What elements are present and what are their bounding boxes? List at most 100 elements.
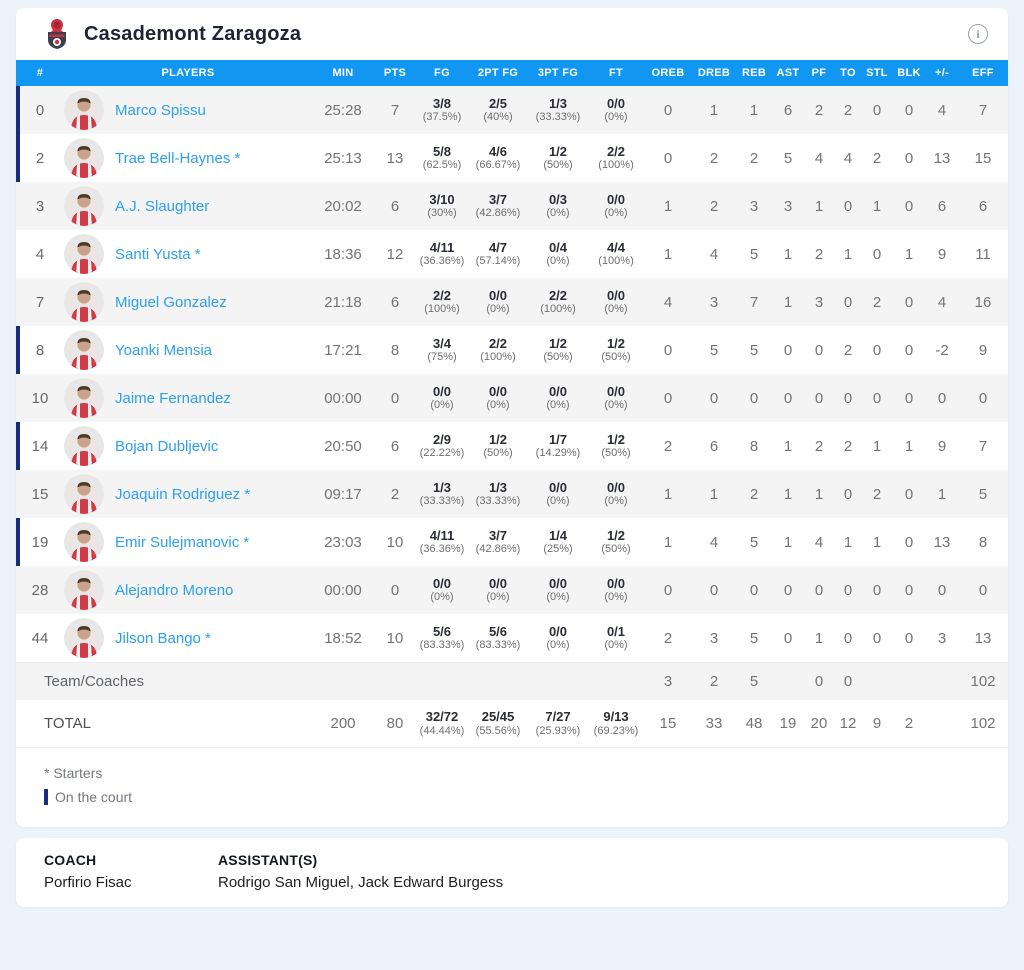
stat-2ptfg: 4/6 (66.67%)	[475, 143, 521, 172]
player-cell: Yoanki Mensia	[64, 330, 312, 370]
stat-fg: 4/11 (36.36%)	[419, 239, 465, 268]
col-players: PLAYERS	[161, 67, 215, 79]
stat-2ptfg: 2/2 (100%)	[480, 335, 516, 364]
table-row: 19 Emir Sulejmanovic * 23:03 10 4/11 (36.…	[16, 518, 1008, 566]
team-to: 0	[843, 673, 853, 690]
player-name-link[interactable]: Yoanki Mensia	[115, 341, 213, 359]
col-dreb: DREB	[697, 67, 731, 79]
stat-plusminus: 13	[933, 533, 951, 551]
player-avatar	[64, 618, 104, 658]
stat-ft: 0/0 (0%)	[604, 287, 628, 316]
player-avatar	[64, 90, 104, 130]
player-number: 19	[31, 533, 49, 551]
player-name-link[interactable]: Jilson Bango *	[115, 629, 211, 647]
total-row-label: TOTAL	[44, 715, 91, 732]
player-cell: Marco Spissu	[64, 90, 312, 130]
stat-reb: 0	[749, 389, 759, 407]
stat-fg: 2/2 (100%)	[424, 287, 460, 316]
stat-3ptfg: 1/3 (33.33%)	[535, 95, 581, 124]
stat-dreb: 3	[709, 293, 719, 311]
team-header: Casademont Zaragoza i	[16, 8, 1008, 60]
stat-ast: 0	[783, 341, 793, 359]
table-row: 7 Miguel Gonzalez 21:18 6 2/2 (100%)	[16, 278, 1008, 326]
stat-stl: 2	[872, 293, 882, 311]
stat-3ptfg: 1/7 (14.29%)	[535, 431, 581, 460]
stat-fg: 0/0 (0%)	[430, 575, 454, 604]
col-pts: PTS	[383, 67, 407, 79]
stat-pts: 6	[390, 437, 400, 455]
col-eff: EFF	[972, 67, 994, 79]
stat-reb: 2	[749, 485, 759, 503]
stat-blk: 0	[904, 341, 914, 359]
box-score-card: Casademont Zaragoza i # PLAYERS MIN PTS …	[16, 8, 1008, 827]
stat-ast: 0	[783, 581, 793, 599]
stat-min: 25:13	[324, 149, 362, 167]
total-dreb: 33	[705, 715, 723, 732]
stat-pf: 2	[814, 101, 824, 119]
player-number: 15	[31, 485, 49, 503]
stat-oreb: 0	[663, 101, 673, 119]
stat-oreb: 0	[663, 341, 673, 359]
stat-stl: 2	[872, 149, 882, 167]
total-pf: 20	[810, 715, 828, 732]
stat-2ptfg: 2/5 (40%)	[483, 95, 513, 124]
stat-dreb: 4	[709, 533, 719, 551]
player-name-link[interactable]: Emir Sulejmanovic *	[115, 533, 250, 551]
player-name-link[interactable]: Bojan Dubljevic	[115, 437, 219, 455]
stat-to: 0	[843, 197, 853, 215]
player-name-link[interactable]: Joaquin Rodriguez *	[115, 485, 251, 503]
stat-3ptfg: 1/2 (50%)	[543, 335, 573, 364]
player-name-link[interactable]: A.J. Slaughter	[115, 197, 210, 215]
stat-blk: 1	[904, 245, 914, 263]
col-number: #	[36, 67, 44, 79]
stat-to: 0	[843, 629, 853, 647]
player-name-link[interactable]: Marco Spissu	[115, 101, 206, 119]
player-name-link[interactable]: Miguel Gonzalez	[115, 293, 227, 311]
stat-to: 0	[843, 581, 853, 599]
stat-ft: 2/2 (100%)	[598, 143, 634, 172]
stat-to: 2	[843, 101, 853, 119]
player-cell: Bojan Dubljevic	[64, 426, 312, 466]
stat-eff: 7	[978, 101, 988, 119]
assistants-label: ASSISTANT(S)	[218, 852, 318, 868]
player-avatar	[64, 282, 104, 322]
players-rows: 0 Marco Spissu 25:28 7 3/8 (37.5%) 2/	[16, 86, 1008, 662]
stat-to: 4	[843, 149, 853, 167]
stat-reb: 7	[749, 293, 759, 311]
stat-pf: 1	[814, 197, 824, 215]
on-court-bar-icon	[44, 789, 48, 805]
stat-pf: 0	[814, 389, 824, 407]
player-name-link[interactable]: Alejandro Moreno	[115, 581, 234, 599]
stat-plusminus: 4	[937, 101, 947, 119]
stat-reb: 1	[749, 101, 759, 119]
player-number: 10	[31, 389, 49, 407]
player-name-link[interactable]: Trae Bell-Haynes *	[115, 149, 241, 167]
stat-3ptfg: 1/2 (50%)	[543, 143, 573, 172]
player-number: 8	[35, 341, 45, 359]
info-icon[interactable]: i	[968, 24, 988, 44]
table-row: 14 Bojan Dubljevic 20:50 6 2/9 (22.22%)	[16, 422, 1008, 470]
col-3ptfg: 3PT FG	[537, 67, 579, 79]
total-pts: 80	[386, 715, 404, 732]
stat-stl: 0	[872, 245, 882, 263]
col-ft: FT	[608, 67, 624, 79]
stat-min: 00:00	[324, 581, 362, 599]
stat-fg: 1/3 (33.33%)	[419, 479, 465, 508]
stat-pts: 7	[390, 101, 400, 119]
player-name-link[interactable]: Santi Yusta *	[115, 245, 201, 263]
stat-ast: 1	[783, 485, 793, 503]
stat-dreb: 4	[709, 245, 719, 263]
stat-stl: 1	[872, 197, 882, 215]
col-min: MIN	[332, 67, 354, 79]
player-avatar	[64, 426, 104, 466]
player-number: 3	[35, 197, 45, 215]
stat-ast: 1	[783, 245, 793, 263]
stat-pts: 8	[390, 341, 400, 359]
stat-ast: 1	[783, 437, 793, 455]
player-name-link[interactable]: Jaime Fernandez	[115, 389, 231, 407]
stat-stl: 0	[872, 629, 882, 647]
player-cell: Jaime Fernandez	[64, 378, 312, 418]
col-to: TO	[840, 67, 856, 79]
stat-min: 18:52	[324, 629, 362, 647]
col-blk: BLK	[897, 67, 921, 79]
